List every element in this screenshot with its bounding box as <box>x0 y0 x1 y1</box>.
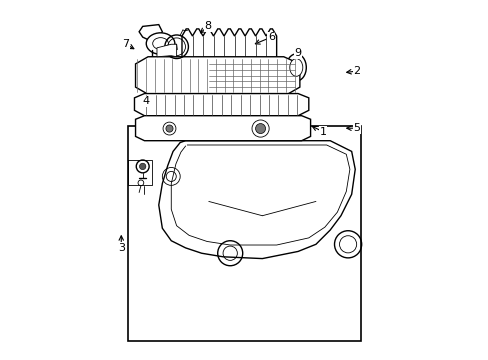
Polygon shape <box>135 116 310 141</box>
Ellipse shape <box>146 33 175 54</box>
Text: 7: 7 <box>122 39 129 49</box>
Polygon shape <box>139 24 162 41</box>
Text: 6: 6 <box>267 32 274 42</box>
Circle shape <box>165 125 173 132</box>
Text: 5: 5 <box>353 123 360 133</box>
Polygon shape <box>166 44 177 50</box>
Polygon shape <box>157 44 176 57</box>
Circle shape <box>255 123 265 134</box>
Polygon shape <box>134 94 308 116</box>
Circle shape <box>139 163 145 170</box>
Text: 8: 8 <box>204 21 211 31</box>
Ellipse shape <box>289 59 302 76</box>
Polygon shape <box>135 57 299 94</box>
Text: 1: 1 <box>319 127 326 137</box>
Polygon shape <box>159 141 354 258</box>
Polygon shape <box>182 29 276 90</box>
Text: 9: 9 <box>294 48 301 58</box>
Text: 3: 3 <box>118 243 124 253</box>
Bar <box>128 126 360 341</box>
Ellipse shape <box>285 54 305 81</box>
Text: 2: 2 <box>353 66 360 76</box>
Ellipse shape <box>152 38 168 49</box>
Text: 4: 4 <box>142 96 149 107</box>
